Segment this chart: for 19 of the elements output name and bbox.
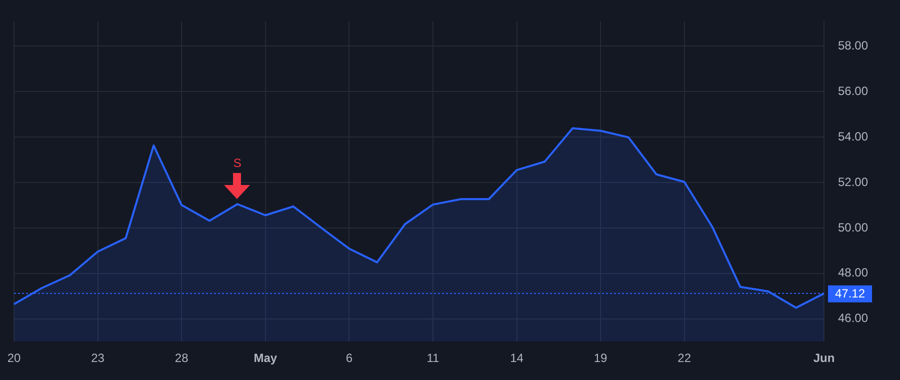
y-tick-label: 52.00 [838,174,868,189]
x-tick-label: 22 [678,351,692,366]
y-tick-label: 50.00 [838,220,868,234]
x-tick-label: 28 [174,351,189,366]
x-tick-label: 11 [426,351,440,366]
x-tick-label: Jun [813,351,835,366]
y-tick-label: 56.00 [838,84,868,98]
ref-line-label: 47.12 [835,286,866,301]
x-tick-label: 23 [91,351,105,366]
y-tick-label: 46.00 [838,311,868,326]
x-tick-label: 6 [346,351,353,366]
x-tick-label: May [254,351,278,366]
y-tick-label: 58.00 [838,38,868,53]
x-tick-label: 20 [7,351,21,366]
y-tick-label: 54.00 [838,129,868,144]
x-tick-label: 14 [510,351,524,366]
y-tick-label: 48.00 [838,266,868,280]
annotation: S [232,156,242,170]
x-tick-label: 19 [594,351,608,366]
